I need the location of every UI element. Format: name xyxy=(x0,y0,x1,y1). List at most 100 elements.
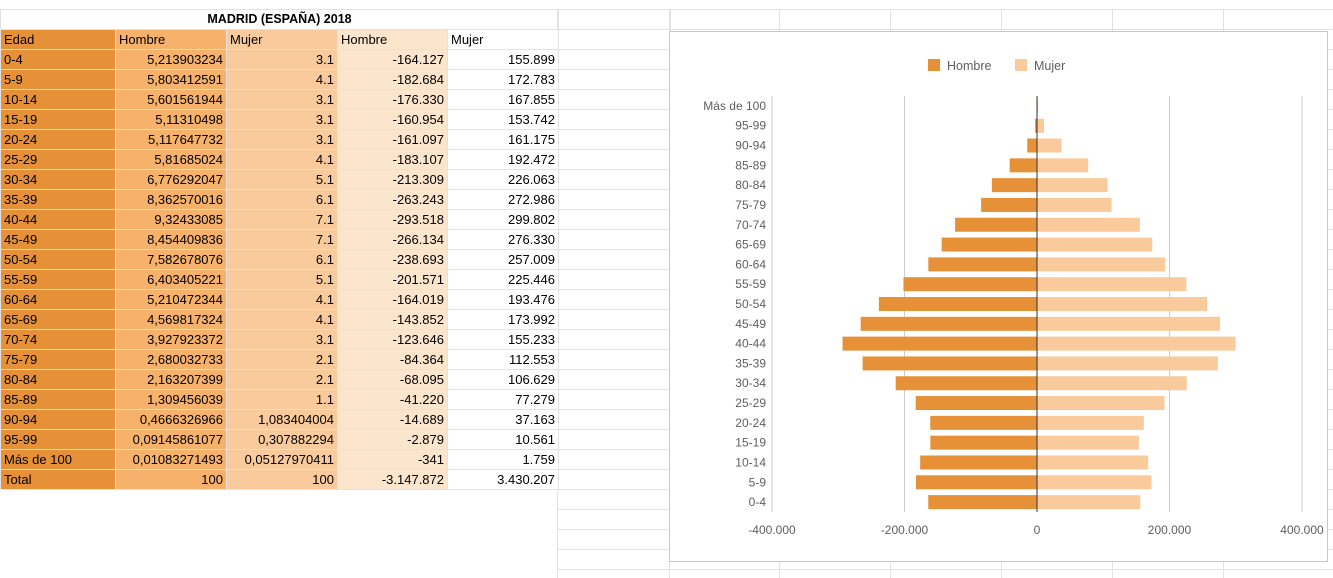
value-cell[interactable]: 7,582678076 xyxy=(115,249,227,270)
value-cell[interactable]: 7.1 xyxy=(226,209,338,230)
bar-mujer[interactable] xyxy=(1037,356,1218,371)
bar-hombre[interactable] xyxy=(842,336,1037,351)
value-cell[interactable]: 2.1 xyxy=(226,369,338,390)
value-cell[interactable]: 10.561 xyxy=(447,429,559,450)
value-cell[interactable]: 4,569817324 xyxy=(115,309,227,330)
age-group-cell[interactable]: 50-54 xyxy=(0,249,116,270)
bar-mujer[interactable] xyxy=(1037,475,1152,490)
value-cell[interactable]: 2,163207399 xyxy=(115,369,227,390)
value-cell[interactable]: 167.855 xyxy=(447,89,559,110)
value-cell[interactable]: 8,362570016 xyxy=(115,189,227,210)
value-cell[interactable]: 0,307882294 xyxy=(226,429,338,450)
empty-cell[interactable] xyxy=(558,409,671,430)
value-cell[interactable]: -164.019 xyxy=(337,289,448,310)
bar-hombre[interactable] xyxy=(928,495,1037,510)
value-cell[interactable]: 1.759 xyxy=(447,449,559,470)
bar-hombre[interactable] xyxy=(981,197,1037,212)
value-cell[interactable]: 3.1 xyxy=(226,89,338,110)
age-group-cell[interactable]: 15-19 xyxy=(0,109,116,130)
value-cell[interactable]: 5.1 xyxy=(226,169,338,190)
bar-hombre[interactable] xyxy=(860,316,1037,331)
empty-cell[interactable] xyxy=(558,209,671,230)
empty-cell[interactable] xyxy=(558,229,671,250)
age-group-cell[interactable]: 40-44 xyxy=(0,209,116,230)
value-cell[interactable]: 1,083404004 xyxy=(226,409,338,430)
empty-cell[interactable] xyxy=(558,429,671,450)
value-cell[interactable]: 1,309456039 xyxy=(115,389,227,410)
bar-mujer[interactable] xyxy=(1037,297,1208,311)
value-cell[interactable]: 8,454409836 xyxy=(115,229,227,250)
empty-cell[interactable] xyxy=(558,189,671,210)
value-cell[interactable]: -176.330 xyxy=(337,89,448,110)
bar-mujer[interactable] xyxy=(1037,178,1108,193)
value-cell[interactable]: 161.175 xyxy=(447,129,559,150)
value-cell[interactable]: -201.571 xyxy=(337,269,448,290)
value-cell[interactable]: -3.147.872 xyxy=(337,469,448,490)
bar-hombre[interactable] xyxy=(928,257,1037,272)
column-header[interactable]: Mujer xyxy=(447,29,559,50)
bar-hombre[interactable] xyxy=(941,237,1037,252)
empty-cell[interactable] xyxy=(558,309,671,330)
value-cell[interactable]: 225.446 xyxy=(447,269,559,290)
empty-cell[interactable] xyxy=(558,329,671,350)
value-cell[interactable]: 0,4666326966 xyxy=(115,409,227,430)
value-cell[interactable]: -263.243 xyxy=(337,189,448,210)
value-cell[interactable]: 276.330 xyxy=(447,229,559,250)
bar-hombre[interactable] xyxy=(1035,118,1037,133)
bar-mujer[interactable] xyxy=(1037,376,1187,391)
value-cell[interactable]: 4.1 xyxy=(226,69,338,90)
value-cell[interactable]: 3.430.207 xyxy=(447,469,559,490)
legend-label-hombre[interactable]: Hombre xyxy=(947,59,992,73)
age-group-cell[interactable]: 10-14 xyxy=(0,89,116,110)
empty-cell[interactable] xyxy=(558,269,671,290)
value-cell[interactable]: 155.899 xyxy=(447,49,559,70)
bar-hombre[interactable] xyxy=(991,178,1037,193)
value-cell[interactable]: 5,601561944 xyxy=(115,89,227,110)
value-cell[interactable]: -341 xyxy=(337,449,448,470)
age-group-cell[interactable]: 90-94 xyxy=(0,409,116,430)
value-cell[interactable]: -293.518 xyxy=(337,209,448,230)
value-cell[interactable]: 5.1 xyxy=(226,269,338,290)
legend-label-mujer[interactable]: Mujer xyxy=(1034,59,1065,73)
age-group-cell[interactable]: 80-84 xyxy=(0,369,116,390)
value-cell[interactable]: -182.684 xyxy=(337,69,448,90)
value-cell[interactable]: 5,11310498 xyxy=(115,109,227,130)
bar-hombre[interactable] xyxy=(878,297,1037,311)
bar-mujer[interactable] xyxy=(1037,396,1165,411)
value-cell[interactable]: -164.127 xyxy=(337,49,448,70)
value-cell[interactable]: 6.1 xyxy=(226,189,338,210)
value-cell[interactable]: -213.309 xyxy=(337,169,448,190)
value-cell[interactable]: -41.220 xyxy=(337,389,448,410)
value-cell[interactable]: -183.107 xyxy=(337,149,448,170)
age-group-cell[interactable]: 35-39 xyxy=(0,189,116,210)
value-cell[interactable]: -238.693 xyxy=(337,249,448,270)
bar-hombre[interactable] xyxy=(915,396,1037,411)
value-cell[interactable]: 173.992 xyxy=(447,309,559,330)
bar-hombre[interactable] xyxy=(1027,138,1037,153)
value-cell[interactable]: 0,09145861077 xyxy=(115,429,227,450)
value-cell[interactable]: 0,01083271493 xyxy=(115,449,227,470)
value-cell[interactable]: 299.802 xyxy=(447,209,559,230)
value-cell[interactable]: 4.1 xyxy=(226,309,338,330)
age-group-cell[interactable]: 20-24 xyxy=(0,129,116,150)
value-cell[interactable]: 2.1 xyxy=(226,349,338,370)
bar-hombre[interactable] xyxy=(1009,158,1037,173)
empty-cell[interactable] xyxy=(558,49,671,70)
bar-mujer[interactable] xyxy=(1037,336,1236,351)
value-cell[interactable]: 192.472 xyxy=(447,149,559,170)
value-cell[interactable]: 77.279 xyxy=(447,389,559,410)
age-group-cell[interactable]: 30-34 xyxy=(0,169,116,190)
value-cell[interactable]: 112.553 xyxy=(447,349,559,370)
population-pyramid-chart[interactable]: -400.000 -200.000 0 200.000 400.000 0-4 5-9 10-… xyxy=(669,31,1328,562)
column-header[interactable]: Edad xyxy=(0,29,116,50)
empty-cell[interactable] xyxy=(558,249,671,270)
age-group-cell[interactable]: 45-49 xyxy=(0,229,116,250)
value-cell[interactable]: -161.097 xyxy=(337,129,448,150)
bar-mujer[interactable] xyxy=(1037,118,1044,133)
column-header[interactable]: Hombre xyxy=(115,29,227,50)
value-cell[interactable]: 5,117647732 xyxy=(115,129,227,150)
bar-mujer[interactable] xyxy=(1037,217,1140,232)
empty-cell[interactable] xyxy=(558,89,671,110)
empty-cell[interactable] xyxy=(558,349,671,370)
value-cell[interactable]: 106.629 xyxy=(447,369,559,390)
